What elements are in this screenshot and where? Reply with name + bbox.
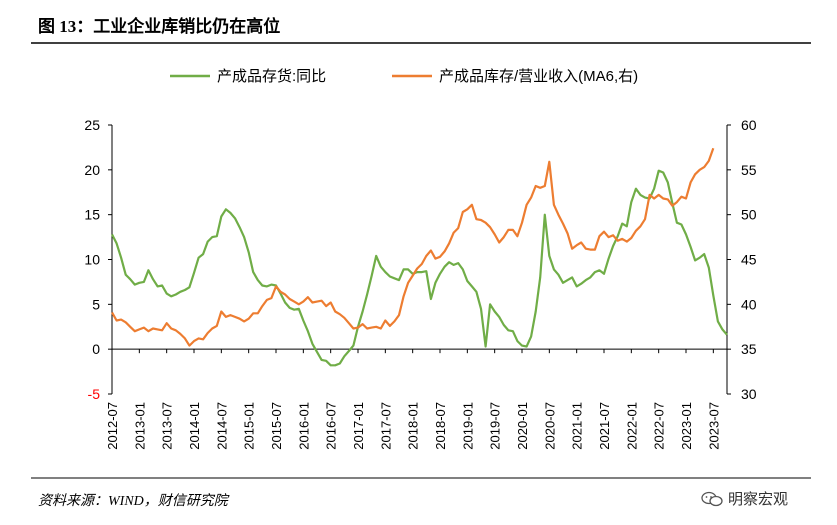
watermark-text: 明察宏观	[728, 491, 789, 508]
y-right-tick-label: 50	[741, 207, 757, 223]
x-tick-label: 2023-07	[706, 402, 721, 450]
x-tick-label: 2021-07	[597, 402, 612, 450]
x-tick-label: 2017-07	[378, 402, 393, 450]
x-tick-label: 2018-07	[433, 402, 448, 450]
legend-label-1: 产成品存货:同比	[217, 68, 326, 85]
x-tick-label: 2020-01	[515, 402, 530, 450]
source-note: 资料来源：WIND，财信研究院	[38, 494, 228, 509]
y-right-tick-label: 55	[741, 162, 757, 178]
legend: 产成品存货:同比 产成品库存/营业收入(MA6,右)	[170, 68, 638, 85]
x-tick-label: 2019-07	[488, 402, 503, 450]
x-tick-label: 2014-01	[187, 402, 202, 450]
x-tick-label: 2014-07	[214, 402, 229, 450]
y-left-tick-label: 15	[84, 207, 100, 223]
legend-label-2: 产成品库存/营业收入(MA6,右)	[439, 68, 638, 85]
x-tick-label: 2019-01	[460, 402, 475, 450]
x-tick-label: 2018-01	[406, 402, 421, 450]
y-left-tick-label: -5	[88, 386, 101, 402]
axes: -5 0 5 10 15 20 25 30 35 40 45 50 55 60 2012-07 2013-01…	[84, 117, 756, 450]
wechat-icon	[701, 491, 723, 506]
y-right-tick-label: 30	[741, 386, 757, 402]
series-line-1	[111, 169, 728, 367]
x-tick-label: 2013-07	[160, 402, 175, 450]
y-left-tick-label: 25	[84, 117, 100, 133]
y-left-tick-label: 0	[92, 341, 100, 357]
figure-title: 图 13：工业企业库销比仍在高位	[38, 17, 281, 36]
y-left-tick-label: 5	[92, 296, 100, 312]
x-tick-label: 2020-07	[542, 402, 557, 450]
y-right-tick-label: 35	[741, 341, 757, 357]
y-right-tick-label: 40	[741, 296, 757, 312]
x-tick-label: 2016-07	[324, 402, 339, 450]
x-tick-label: 2013-01	[132, 402, 147, 450]
watermark: 明察宏观	[700, 488, 788, 509]
y-left-tick-label: 10	[84, 252, 100, 268]
y-right-tick-label: 60	[741, 117, 757, 133]
y-left-tick-label: 20	[84, 162, 100, 178]
series-line-2	[111, 147, 715, 347]
x-tick-label: 2021-01	[570, 402, 585, 450]
x-tick-label: 2022-01	[624, 402, 639, 450]
series-layer	[111, 147, 728, 367]
x-tick-label: 2015-01	[242, 402, 257, 450]
x-tick-label: 2017-01	[351, 402, 366, 450]
x-tick-label: 2012-07	[105, 402, 120, 450]
x-tick-label: 2023-01	[679, 402, 694, 450]
y-right-tick-label: 45	[741, 252, 757, 268]
x-tick-label: 2015-07	[269, 402, 284, 450]
x-tick-label: 2022-07	[652, 402, 667, 450]
x-tick-label: 2016-01	[296, 402, 311, 450]
